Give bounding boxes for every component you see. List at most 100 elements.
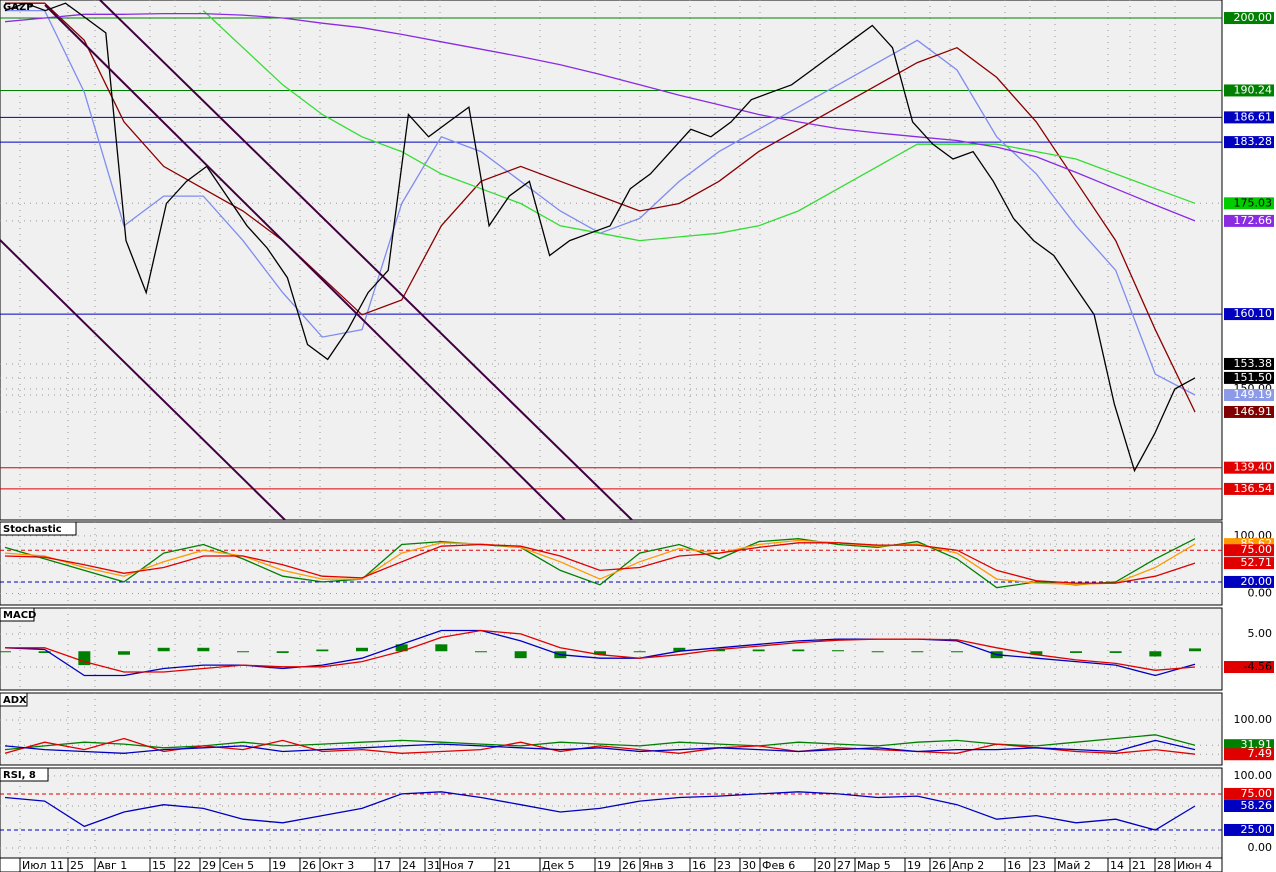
panel-title: RSI, 8: [3, 770, 36, 781]
histogram-bar: [157, 647, 170, 652]
time-label: Янв 3: [642, 859, 674, 872]
series-line: [4, 542, 1196, 584]
level-label: 160.10: [1234, 307, 1273, 320]
level-label-box: [1224, 544, 1274, 557]
level-label-box: [1224, 823, 1274, 836]
panel-title: ADX: [3, 695, 27, 706]
histogram-bar: [951, 651, 963, 653]
histogram-bar: [1189, 648, 1201, 652]
time-label: Фев 6: [762, 859, 795, 872]
histogram-bar: [276, 651, 289, 653]
series-line: [4, 739, 1196, 754]
channel-line: [0, 239, 286, 521]
series-line: [5, 2, 1196, 413]
histogram-bar: [197, 647, 210, 652]
time-label: 20: [817, 859, 831, 872]
level-label: 7.49: [1248, 747, 1273, 760]
panel-title-box: [0, 767, 49, 782]
time-label: Апр 2: [952, 859, 984, 872]
series-line: [4, 12, 1196, 222]
series-line: [4, 539, 1196, 585]
time-label: Сен 5: [222, 859, 254, 872]
level-label: -4.56: [1244, 660, 1272, 673]
histogram-bar: [594, 651, 606, 655]
level-label: 153.38: [1234, 357, 1273, 370]
level-label: 20.00: [1241, 575, 1273, 588]
level-label: 58.26: [1241, 799, 1273, 812]
time-label: 19: [272, 859, 286, 872]
histogram-bar: [1030, 651, 1043, 655]
level-label: 136.54: [1234, 482, 1273, 495]
time-label: 16: [692, 859, 706, 872]
channel-line: [44, 4, 566, 521]
series-line: [4, 791, 1196, 831]
level-label-box: [1224, 557, 1274, 570]
level-label: 5.00: [1248, 627, 1273, 640]
level-label: 200.00: [1234, 11, 1273, 24]
level-label: 151.50: [1234, 371, 1273, 384]
channel-line: [99, 0, 633, 521]
chart-title: GAZP: [3, 2, 34, 13]
time-label: Июн 4: [1177, 859, 1212, 872]
level-label-box: [1224, 389, 1274, 402]
level-label: 183.28: [1234, 135, 1273, 148]
time-label: 14: [1110, 859, 1124, 872]
histogram-bar: [1070, 651, 1082, 653]
level-label: 149.19: [1234, 388, 1273, 401]
series-line: [4, 629, 1196, 677]
level-label-box: [1224, 357, 1274, 370]
histogram-bar: [78, 651, 91, 666]
level-label-box: [1224, 482, 1274, 495]
level-label-box: [1224, 214, 1274, 227]
level-label-box: [1224, 787, 1274, 800]
series-line: [4, 538, 1196, 589]
level-label-box: [1224, 197, 1274, 210]
level-label: 175.03: [1234, 196, 1273, 209]
level-label: 139.40: [1234, 461, 1273, 474]
histogram-bar: [1109, 651, 1122, 653]
histogram-bar: [38, 651, 51, 653]
histogram-bar: [633, 651, 646, 653]
level-label: 75.00: [1241, 543, 1273, 556]
time-label: 27: [837, 859, 851, 872]
time-label: 23: [717, 859, 731, 872]
series-line: [4, 2, 1196, 473]
level-label: 52.71: [1241, 556, 1273, 569]
level-label-box: [1224, 111, 1274, 124]
level-label: 0.00: [1248, 586, 1273, 599]
panel-title-box: [0, 607, 35, 622]
time-label: Дек 5: [542, 859, 575, 872]
histogram-bar: [316, 649, 329, 652]
histogram-bar: [871, 651, 884, 653]
time-label: 21: [497, 859, 511, 872]
panel-background: [0, 0, 1223, 521]
level-label-box: [1224, 308, 1274, 321]
level-label-box: [1224, 371, 1274, 384]
level-label: 100.00: [1234, 769, 1273, 782]
level-label-box: [1224, 748, 1274, 761]
time-label: 19: [907, 859, 921, 872]
level-label-box: [1224, 461, 1274, 474]
histogram-bar: [514, 651, 527, 659]
level-label-box: [1224, 12, 1274, 25]
histogram-bar: [0, 651, 11, 653]
time-label: 26: [932, 859, 946, 872]
level-label: 75.00: [1241, 787, 1273, 800]
time-label: 17: [377, 859, 391, 872]
time-label: 30: [742, 859, 756, 872]
time-label: 28: [1157, 859, 1171, 872]
level-label-box: [1224, 661, 1274, 674]
panel-background: [0, 692, 1223, 766]
time-label: 24: [402, 859, 416, 872]
level-label: 172.66: [1234, 214, 1273, 227]
time-label: Ноя 7: [442, 859, 474, 872]
level-label: 31.91: [1241, 738, 1273, 751]
level-label: 146.91: [1234, 405, 1273, 418]
time-label: 25: [70, 859, 84, 872]
histogram-bar: [713, 649, 725, 652]
histogram-bar: [435, 644, 448, 652]
level-label: 0.00: [1248, 841, 1273, 854]
histogram-bar: [118, 651, 130, 655]
level-label-box: [1224, 84, 1274, 97]
